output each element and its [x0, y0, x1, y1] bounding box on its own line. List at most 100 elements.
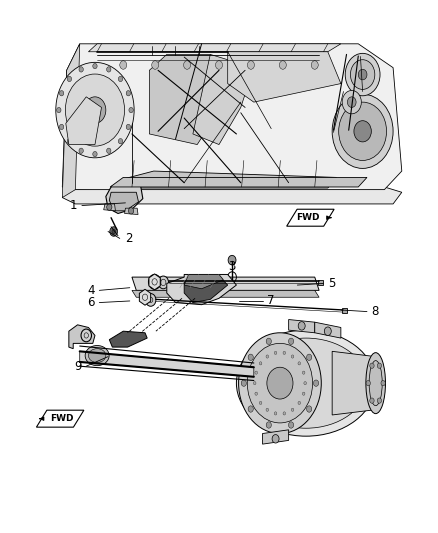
Polygon shape	[184, 276, 228, 303]
Circle shape	[79, 67, 83, 72]
Circle shape	[60, 91, 64, 96]
Circle shape	[291, 355, 294, 358]
Circle shape	[314, 380, 319, 386]
Circle shape	[279, 61, 286, 69]
Polygon shape	[66, 97, 102, 144]
Circle shape	[228, 255, 236, 265]
Circle shape	[381, 381, 385, 386]
Polygon shape	[262, 430, 289, 444]
Polygon shape	[62, 179, 402, 204]
Polygon shape	[315, 322, 341, 338]
Circle shape	[266, 338, 272, 344]
Circle shape	[60, 124, 64, 130]
Circle shape	[354, 120, 371, 142]
Circle shape	[298, 321, 305, 330]
Circle shape	[247, 343, 313, 423]
Circle shape	[267, 367, 293, 399]
Polygon shape	[88, 44, 341, 52]
Text: 2: 2	[125, 232, 133, 245]
Circle shape	[302, 371, 305, 374]
Ellipse shape	[369, 361, 382, 406]
Circle shape	[93, 151, 97, 157]
Circle shape	[107, 204, 112, 211]
Circle shape	[67, 76, 71, 82]
Circle shape	[184, 61, 191, 69]
Circle shape	[311, 61, 318, 69]
Circle shape	[158, 276, 169, 289]
Text: 9: 9	[74, 360, 82, 373]
Circle shape	[274, 351, 277, 354]
Circle shape	[342, 91, 361, 114]
Polygon shape	[184, 274, 223, 289]
Polygon shape	[110, 177, 367, 187]
Circle shape	[266, 355, 268, 358]
Circle shape	[298, 401, 300, 405]
Polygon shape	[167, 274, 237, 305]
Circle shape	[370, 398, 374, 403]
Circle shape	[272, 434, 279, 443]
Circle shape	[266, 408, 268, 411]
Text: FWD: FWD	[50, 414, 74, 423]
Circle shape	[291, 408, 294, 411]
Polygon shape	[110, 192, 138, 211]
Circle shape	[65, 74, 124, 146]
Polygon shape	[149, 274, 160, 290]
Text: 1: 1	[70, 199, 78, 212]
Polygon shape	[193, 54, 254, 144]
Circle shape	[377, 398, 381, 403]
Text: 7: 7	[267, 294, 274, 308]
Circle shape	[347, 97, 356, 108]
Circle shape	[339, 102, 387, 160]
Circle shape	[81, 329, 92, 342]
Circle shape	[120, 61, 127, 69]
Polygon shape	[104, 204, 116, 211]
Circle shape	[239, 333, 321, 433]
Circle shape	[118, 76, 123, 82]
Circle shape	[67, 139, 71, 144]
Circle shape	[274, 412, 277, 415]
Circle shape	[324, 327, 331, 335]
Polygon shape	[69, 325, 95, 349]
Circle shape	[118, 139, 123, 144]
Circle shape	[84, 97, 106, 123]
Circle shape	[106, 67, 111, 72]
Polygon shape	[132, 290, 319, 297]
Circle shape	[247, 61, 254, 69]
Circle shape	[56, 62, 134, 158]
Circle shape	[145, 294, 156, 306]
Polygon shape	[110, 331, 147, 347]
Circle shape	[283, 351, 286, 354]
Circle shape	[126, 124, 131, 130]
Circle shape	[259, 401, 262, 405]
Circle shape	[289, 338, 294, 344]
Circle shape	[304, 382, 307, 385]
Circle shape	[129, 108, 133, 113]
Polygon shape	[132, 277, 319, 290]
Polygon shape	[149, 54, 228, 144]
Circle shape	[307, 354, 312, 360]
Polygon shape	[332, 351, 376, 415]
Circle shape	[248, 354, 253, 360]
Circle shape	[248, 406, 253, 412]
Circle shape	[302, 392, 305, 395]
Circle shape	[255, 371, 258, 374]
Text: 8: 8	[371, 305, 379, 318]
Circle shape	[289, 422, 294, 428]
Polygon shape	[123, 171, 336, 188]
Circle shape	[307, 406, 312, 412]
Polygon shape	[62, 44, 402, 190]
Circle shape	[152, 61, 159, 69]
Circle shape	[126, 91, 131, 96]
Circle shape	[266, 422, 272, 428]
Circle shape	[350, 60, 375, 90]
Polygon shape	[228, 52, 341, 102]
Polygon shape	[139, 289, 151, 305]
Text: 4: 4	[88, 284, 95, 297]
Polygon shape	[80, 351, 254, 377]
Circle shape	[366, 381, 371, 386]
Circle shape	[106, 148, 111, 154]
Ellipse shape	[237, 330, 376, 436]
Ellipse shape	[245, 338, 367, 428]
Circle shape	[298, 362, 300, 365]
Polygon shape	[318, 280, 323, 285]
